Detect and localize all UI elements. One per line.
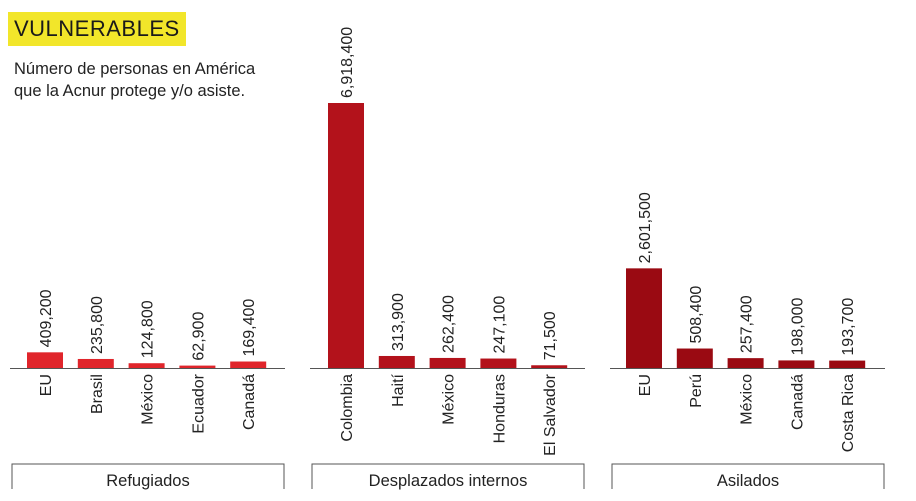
value-label-refugiados-ecuador: 62,900 <box>190 312 207 361</box>
bar-desplazados-internos-haití <box>378 355 415 368</box>
chart-title: VULNERABLES <box>14 16 180 41</box>
group-bracket-refugiados <box>11 463 285 489</box>
category-label-desplazados-internos-honduras: Honduras <box>491 374 508 443</box>
value-label-refugiados-brasil: 235,800 <box>89 296 106 354</box>
value-label-asilados-perú: 508,400 <box>688 286 705 344</box>
group-label-asilados: Asilados <box>717 472 779 490</box>
bar-asilados-eu <box>626 268 662 368</box>
bar-asilados-costa-rica <box>829 360 866 368</box>
category-label-asilados-eu: EU <box>637 374 654 396</box>
bar-refugiados-eu <box>27 352 63 368</box>
bar-refugiados-ecuador <box>179 365 216 368</box>
bar-asilados-canadá <box>778 360 815 368</box>
value-label-desplazados-internos-honduras: 247,100 <box>491 296 508 354</box>
bar-desplazados-internos-honduras <box>480 358 517 368</box>
bar-refugiados-canadá <box>230 361 267 368</box>
title-badge: VULNERABLES <box>8 12 186 46</box>
value-label-desplazados-internos-méxico: 262,400 <box>441 295 458 353</box>
subtitle-line-1: Número de personas en América <box>14 60 256 78</box>
value-label-asilados-canadá: 198,000 <box>789 297 806 355</box>
bar-desplazados-internos-el-salvador <box>531 365 568 368</box>
category-label-refugiados-canadá: Canadá <box>241 374 258 430</box>
value-label-asilados-eu: 2,601,500 <box>637 192 654 263</box>
value-label-asilados-costa-rica: 193,700 <box>840 298 857 356</box>
value-label-refugiados-eu: 409,200 <box>38 289 55 347</box>
value-label-desplazados-internos-colombia: 6,918,400 <box>339 27 356 98</box>
category-label-desplazados-internos-méxico: México <box>441 374 458 425</box>
category-label-refugiados-ecuador: Ecuador <box>190 373 207 433</box>
group-bracket-desplazados-internos <box>311 463 585 489</box>
category-label-asilados-costa-rica: Costa Rica <box>840 374 857 452</box>
value-label-asilados-méxico: 257,400 <box>739 295 756 353</box>
category-label-desplazados-internos-el-salvador: El Salvador <box>542 373 559 455</box>
bar-desplazados-internos-colombia <box>328 103 364 368</box>
group-label-desplazados-internos: Desplazados internos <box>369 472 528 490</box>
bar-refugiados-brasil <box>77 358 114 368</box>
category-label-asilados-canadá: Canadá <box>789 374 806 430</box>
category-label-refugiados-méxico: México <box>140 374 157 425</box>
category-label-desplazados-internos-haití: Haití <box>390 373 407 406</box>
category-label-refugiados-brasil: Brasil <box>89 374 106 414</box>
value-label-desplazados-internos-haití: 313,900 <box>390 293 407 351</box>
subtitle-line-2: que la Acnur protege y/o asiste. <box>14 82 246 100</box>
value-label-refugiados-canadá: 169,400 <box>241 299 258 357</box>
value-label-desplazados-internos-el-salvador: 71,500 <box>542 311 559 360</box>
bar-refugiados-méxico <box>128 363 165 368</box>
bar-asilados-perú <box>676 348 713 368</box>
bar-asilados-méxico <box>727 358 764 368</box>
group-bracket-asilados <box>611 463 885 489</box>
category-label-asilados-méxico: México <box>739 374 756 425</box>
value-label-refugiados-méxico: 124,800 <box>140 300 157 358</box>
bar-desplazados-internos-méxico <box>429 357 466 368</box>
category-label-asilados-perú: Perú <box>688 374 705 408</box>
group-label-refugiados: Refugiados <box>106 472 189 490</box>
category-label-refugiados-eu: EU <box>38 374 55 396</box>
category-label-desplazados-internos-colombia: Colombia <box>339 374 356 442</box>
chart-subtitle: Número de personas en América que la Acn… <box>14 58 274 102</box>
